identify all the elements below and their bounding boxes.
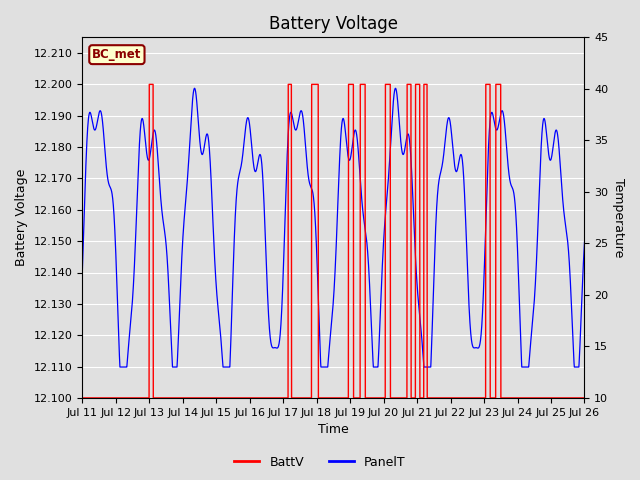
X-axis label: Time: Time (318, 423, 349, 436)
Legend: BattV, PanelT: BattV, PanelT (229, 451, 411, 474)
Title: Battery Voltage: Battery Voltage (269, 15, 398, 33)
Text: BC_met: BC_met (92, 48, 141, 61)
Y-axis label: Temperature: Temperature (612, 178, 625, 257)
Y-axis label: Battery Voltage: Battery Voltage (15, 169, 28, 266)
